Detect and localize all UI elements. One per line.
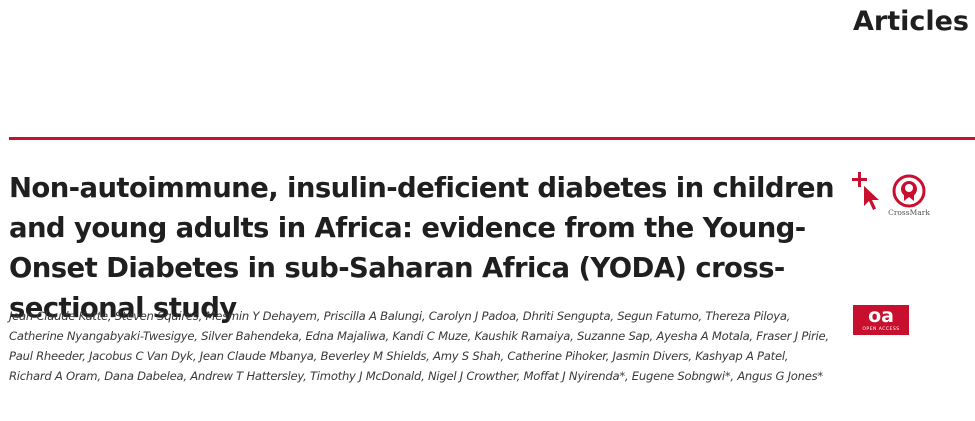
crossmark-icon: [892, 174, 926, 208]
article-title: Non-autoimmune, insulin-deficient diabet…: [9, 172, 835, 324]
header-rule: [9, 137, 975, 140]
section-label: Articles: [852, 6, 969, 37]
crossmark-button[interactable]: CrossMark: [852, 170, 932, 220]
author-list: Jean Claude Katte, Steven Squires, Mesmi…: [9, 309, 829, 383]
crossmark-cursor-icon: [852, 172, 879, 210]
open-access-badge: oa OPEN ACCESS: [853, 305, 909, 335]
oa-mark: oa: [868, 305, 894, 327]
crossmark-label: CrossMark: [888, 208, 930, 217]
open-access-label: OPEN ACCESS: [862, 327, 900, 332]
